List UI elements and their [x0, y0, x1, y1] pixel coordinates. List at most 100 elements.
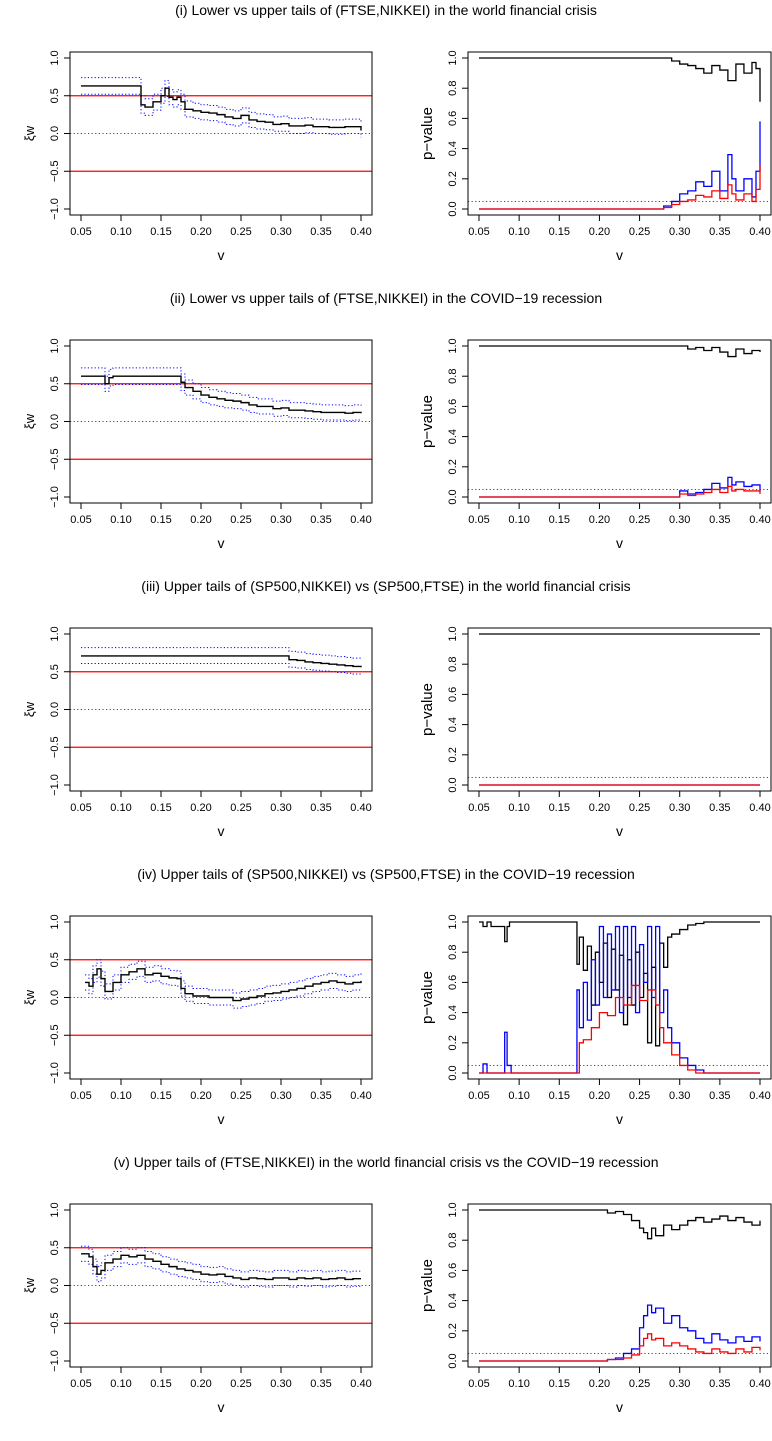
y-tick-label: 1.0 [447, 50, 459, 65]
series-band-upper [81, 647, 362, 659]
x-tick-label: 0.10 [110, 226, 131, 238]
panel-title: (iii) Upper tails of (SP500,NIKKEI) vs (… [141, 578, 630, 594]
y-tick-label: 0.2 [447, 1035, 459, 1050]
y-axis-label: p−value [419, 1259, 436, 1312]
y-axis-label: ξw [22, 701, 37, 717]
y-tick-label: 0.0 [447, 201, 459, 216]
x-tick-label: 0.15 [150, 1378, 171, 1390]
y-axis-label: p−value [419, 107, 436, 160]
x-tick-label: 0.10 [508, 226, 529, 238]
x-axis-label: v [616, 535, 623, 551]
x-tick-label: 0.20 [190, 802, 211, 814]
x-tick-label: 0.05 [468, 514, 489, 526]
x-tick-label: 0.35 [709, 802, 730, 814]
x-tick-label: 0.20 [589, 514, 610, 526]
x-tick-label: 0.30 [270, 226, 291, 238]
series-estimate [85, 968, 362, 1002]
x-tick-label: 0.40 [749, 514, 770, 526]
panel-title: (iv) Upper tails of (SP500,NIKKEI) vs (S… [137, 866, 635, 882]
y-tick-label: 0.4 [447, 141, 459, 156]
y-tick-label: 0.2 [447, 1323, 459, 1338]
x-axis-label: v [616, 823, 623, 839]
series-pv-black [479, 345, 761, 358]
series-pv-blue [479, 1304, 761, 1362]
series-band-lower [85, 975, 362, 1009]
x-tick-label: 0.05 [468, 1090, 489, 1102]
panel-title: (ii) Lower vs upper tails of (FTSE,NIKKE… [170, 290, 602, 306]
y-axis-label: ξw [22, 125, 37, 141]
x-tick-label: 0.05 [70, 802, 91, 814]
y-tick-label: 0.0 [49, 1278, 61, 1293]
x-tick-label: 0.30 [270, 1378, 291, 1390]
plot-3-right: 0.05 0.10 0.15 0.20 0.25 0.30 0.35 0.40 0.0 0.2 0.… [419, 914, 772, 1127]
x-axis-label: v [218, 1111, 225, 1127]
y-axis-label: p−value [419, 395, 436, 448]
x-tick-label: 0.15 [549, 802, 570, 814]
x-tick-label: 0.05 [468, 226, 489, 238]
x-tick-label: 0.30 [270, 802, 291, 814]
x-tick-label: 0.20 [190, 1378, 211, 1390]
x-tick-label: 0.30 [270, 1090, 291, 1102]
panel-title: (i) Lower vs upper tails of (FTSE,NIKKEI… [175, 2, 597, 18]
y-tick-label: 0.6 [447, 111, 459, 126]
y-tick-label: 1.0 [447, 626, 459, 641]
x-tick-label: 0.35 [310, 1090, 331, 1102]
x-tick-label: 0.20 [589, 1378, 610, 1390]
y-tick-label: 1.0 [447, 1202, 459, 1217]
x-axis-label: v [616, 1111, 623, 1127]
x-tick-label: 0.25 [230, 802, 251, 814]
x-tick-label: 0.10 [508, 1090, 529, 1102]
x-tick-label: 0.15 [549, 514, 570, 526]
x-tick-label: 0.40 [749, 226, 770, 238]
x-tick-label: 0.20 [589, 802, 610, 814]
x-tick-label: 0.10 [508, 802, 529, 814]
series-pv-red [479, 1333, 761, 1362]
series-estimate [81, 1253, 361, 1281]
x-tick-label: 0.25 [230, 226, 251, 238]
x-tick-label: 0.15 [150, 226, 171, 238]
x-axis-label: v [218, 823, 225, 839]
x-axis-label: v [616, 247, 623, 263]
x-tick-label: 0.05 [70, 514, 91, 526]
y-tick-label: 0.0 [447, 1065, 459, 1080]
y-tick-label: 0.5 [49, 376, 61, 391]
x-tick-label: 0.40 [350, 802, 371, 814]
x-tick-label: 0.10 [508, 514, 529, 526]
y-axis-label: p−value [419, 971, 436, 1024]
y-tick-label: 0.0 [447, 777, 459, 792]
series-pv-blue [479, 476, 761, 498]
y-tick-label: 0.0 [49, 414, 61, 429]
x-tick-label: 0.20 [589, 226, 610, 238]
y-tick-label: 1.0 [49, 626, 61, 641]
x-tick-label: 0.40 [350, 1378, 371, 1390]
x-tick-label: 0.05 [468, 802, 489, 814]
y-tick-label: 0.0 [49, 990, 61, 1005]
x-tick-label: 0.25 [629, 802, 650, 814]
plot-frame [467, 915, 772, 1080]
x-tick-label: 0.40 [749, 1090, 770, 1102]
series-pv-red [479, 485, 761, 498]
x-tick-label: 0.10 [110, 1090, 131, 1102]
x-tick-label: 0.30 [270, 514, 291, 526]
y-tick-label: 0.4 [447, 717, 459, 732]
plot-1-left: 0.05 0.10 0.15 0.20 0.25 0.30 0.35 0.40 −1.0 −0.5… [22, 338, 373, 551]
y-axis-label: ξw [22, 1277, 37, 1293]
x-axis-label: v [218, 535, 225, 551]
y-tick-label: 1.0 [49, 50, 61, 65]
series-pv-black [479, 921, 760, 1047]
x-tick-label: 0.25 [629, 1378, 650, 1390]
x-tick-label: 0.35 [310, 514, 331, 526]
x-tick-label: 0.20 [190, 1090, 211, 1102]
plot-1-right: 0.05 0.10 0.15 0.20 0.25 0.30 0.35 0.40 0.0 0.2 0.… [419, 338, 772, 551]
x-tick-label: 0.25 [230, 1378, 251, 1390]
x-tick-label: 0.10 [110, 514, 131, 526]
series-pv-black [479, 57, 761, 102]
x-tick-label: 0.40 [350, 226, 371, 238]
y-tick-label: 0.8 [447, 1233, 459, 1248]
series-pv-red [479, 165, 761, 210]
y-tick-label: −1.0 [49, 1062, 61, 1084]
y-tick-label: 0.0 [447, 1353, 459, 1368]
y-tick-label: −1.0 [49, 1350, 61, 1372]
x-tick-label: 0.30 [669, 802, 690, 814]
y-tick-label: 0.2 [447, 747, 459, 762]
